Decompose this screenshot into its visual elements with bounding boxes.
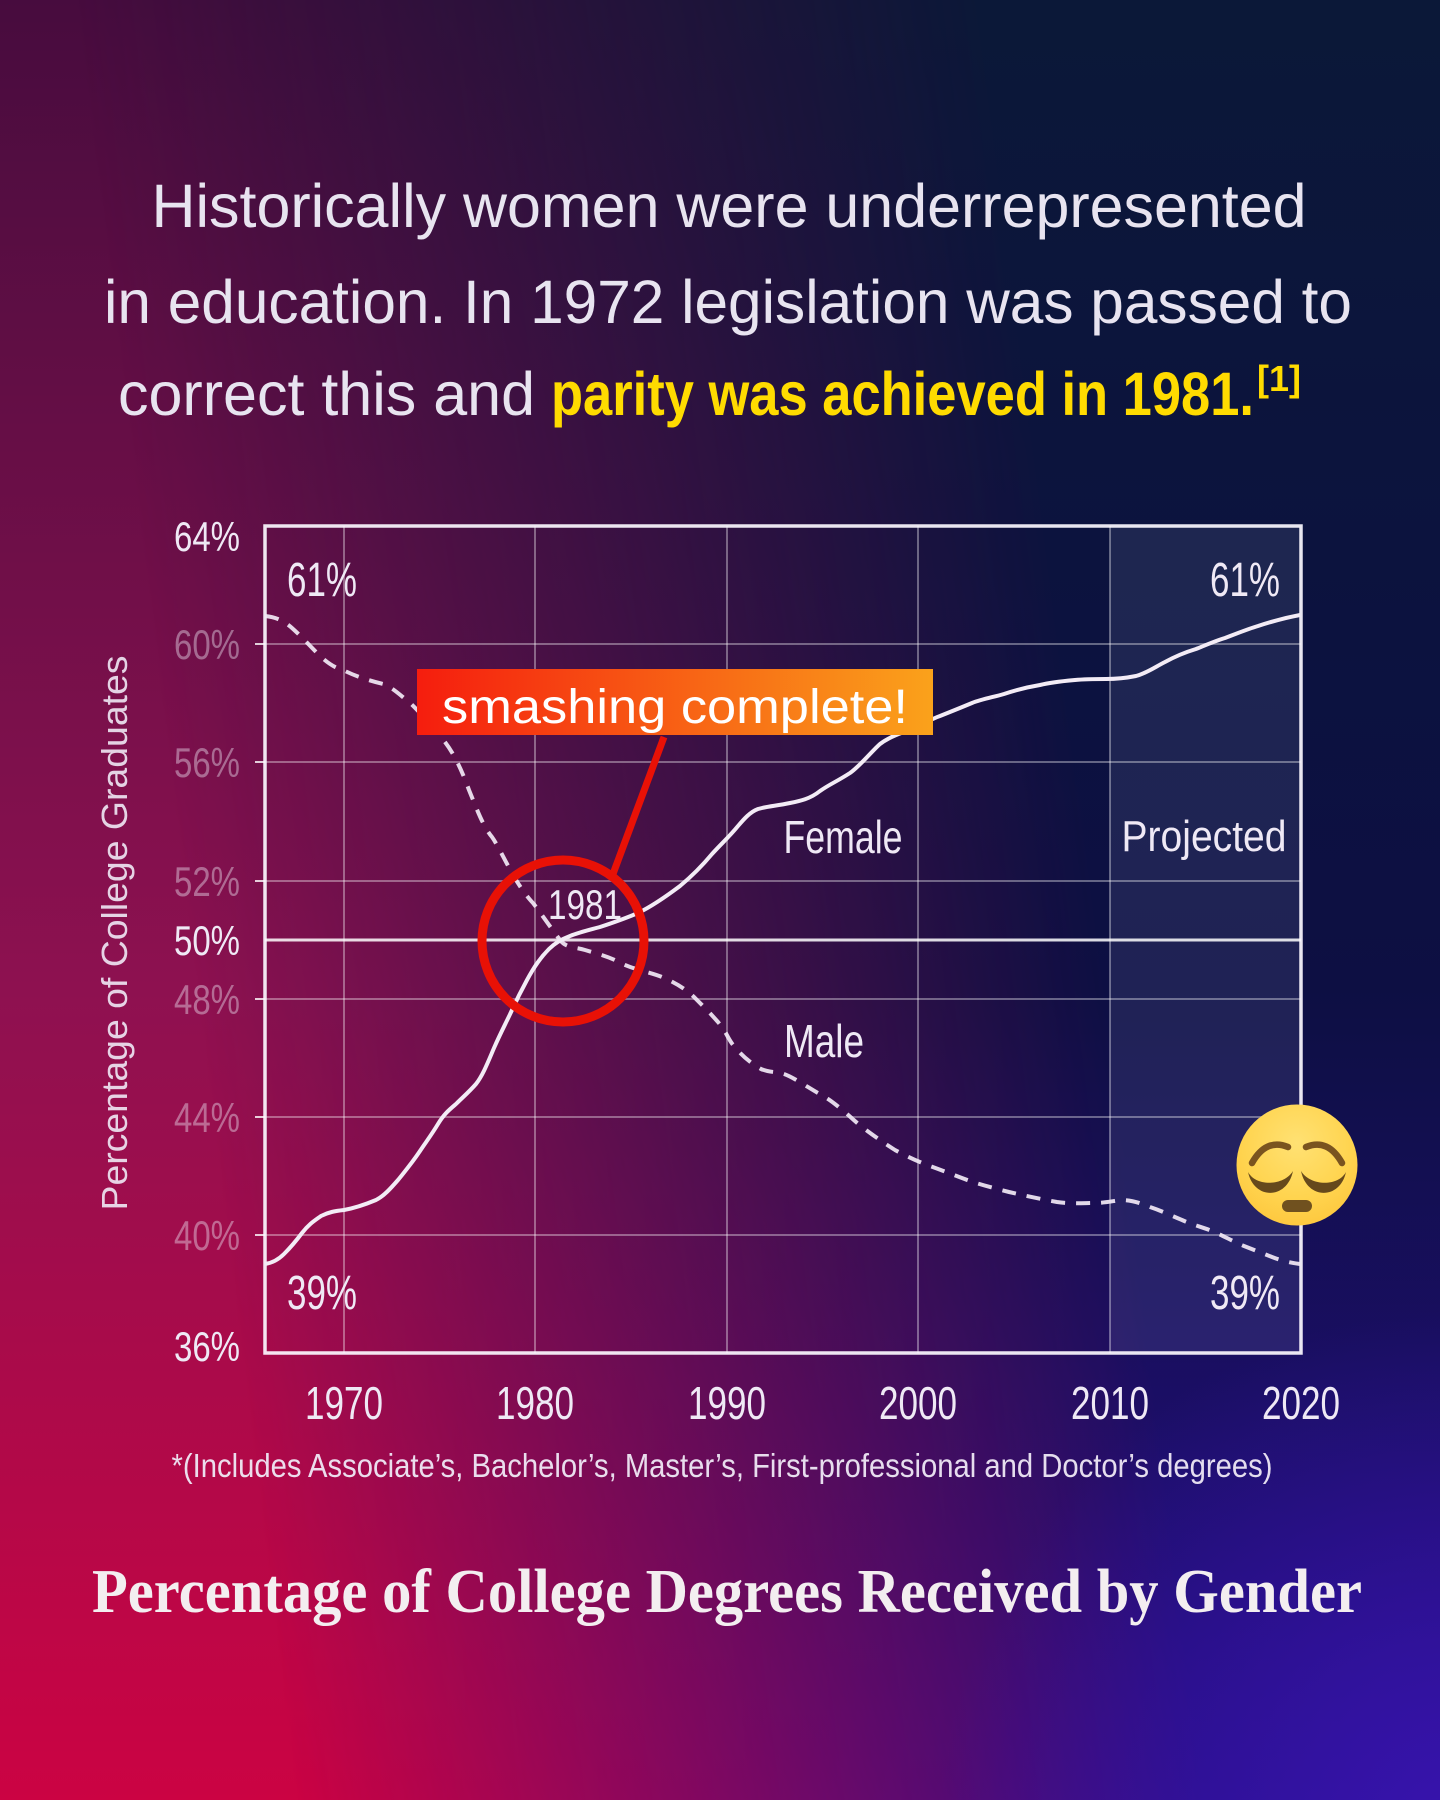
svg-text:[1]: [1] (1257, 358, 1301, 399)
svg-text:56%: 56% (174, 739, 240, 786)
svg-text:2010: 2010 (1071, 1377, 1149, 1429)
svg-text:Female: Female (784, 811, 903, 863)
svg-text:61%: 61% (1210, 554, 1280, 607)
svg-text:1990: 1990 (688, 1377, 766, 1429)
svg-text:Projected: Projected (1122, 812, 1287, 861)
svg-text:36%: 36% (174, 1323, 240, 1370)
svg-text:1970: 1970 (305, 1377, 383, 1429)
svg-text:smashing complete!: smashing complete! (442, 681, 908, 734)
svg-text:40%: 40% (174, 1212, 240, 1259)
svg-text:60%: 60% (174, 621, 240, 668)
svg-text:Male: Male (784, 1015, 864, 1067)
svg-text:Percentage of College Degrees: Percentage of College Degrees Received b… (92, 1558, 1362, 1626)
svg-text:2020: 2020 (1262, 1377, 1340, 1429)
svg-text:*(Includes Associate’s, Bachel: *(Includes Associate’s, Bachelor’s, Mast… (172, 1447, 1273, 1484)
svg-text:52%: 52% (174, 858, 240, 905)
svg-text:Percentage of College Graduate: Percentage of College Graduates (94, 656, 135, 1211)
svg-text:2000: 2000 (879, 1377, 957, 1429)
svg-text:39%: 39% (1210, 1267, 1280, 1320)
svg-text:48%: 48% (174, 976, 240, 1023)
svg-text:Historically women were underr: Historically women were underrepresented (152, 172, 1307, 240)
svg-text:1980: 1980 (496, 1377, 574, 1429)
svg-text:39%: 39% (287, 1267, 357, 1320)
svg-text:1981: 1981 (548, 881, 622, 928)
svg-text:in education. In 1972 legislat: in education. In 1972 legislation was pa… (104, 268, 1352, 336)
svg-text:correct this and: correct this and (118, 360, 535, 428)
svg-text:44%: 44% (174, 1094, 240, 1141)
svg-text:50%: 50% (174, 917, 240, 964)
svg-text:61%: 61% (287, 554, 357, 607)
svg-text:64%: 64% (174, 513, 240, 560)
svg-text:parity was achieved in 1981.: parity was achieved in 1981. (551, 360, 1254, 428)
